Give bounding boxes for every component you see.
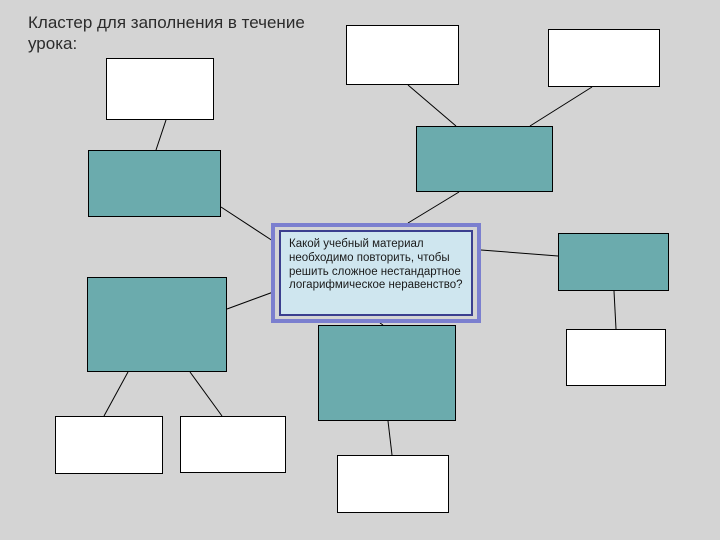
edge — [190, 372, 222, 416]
edge — [408, 192, 459, 223]
edge — [156, 120, 166, 150]
cluster-node — [87, 277, 227, 372]
cluster-node — [106, 58, 214, 120]
cluster-node — [88, 150, 221, 217]
cluster-node — [566, 329, 666, 386]
cluster-node — [416, 126, 553, 192]
diagram-title: Кластер для заполнения в течение урока: — [28, 12, 348, 55]
cluster-node — [548, 29, 660, 87]
edge — [530, 87, 592, 126]
edge — [481, 250, 558, 256]
edge — [104, 372, 128, 416]
edge — [227, 291, 276, 309]
edge — [221, 207, 276, 243]
edge — [388, 421, 392, 455]
edge — [614, 291, 616, 329]
edge — [408, 85, 456, 126]
cluster-node — [558, 233, 669, 291]
cluster-node — [337, 455, 449, 513]
cluster-node — [180, 416, 286, 473]
central-question-box: Какой учебный материал необходимо повтор… — [279, 230, 473, 316]
cluster-node — [346, 25, 459, 85]
cluster-diagram: Кластер для заполнения в течение урока: … — [0, 0, 720, 540]
cluster-node — [55, 416, 163, 474]
cluster-node — [318, 325, 456, 421]
